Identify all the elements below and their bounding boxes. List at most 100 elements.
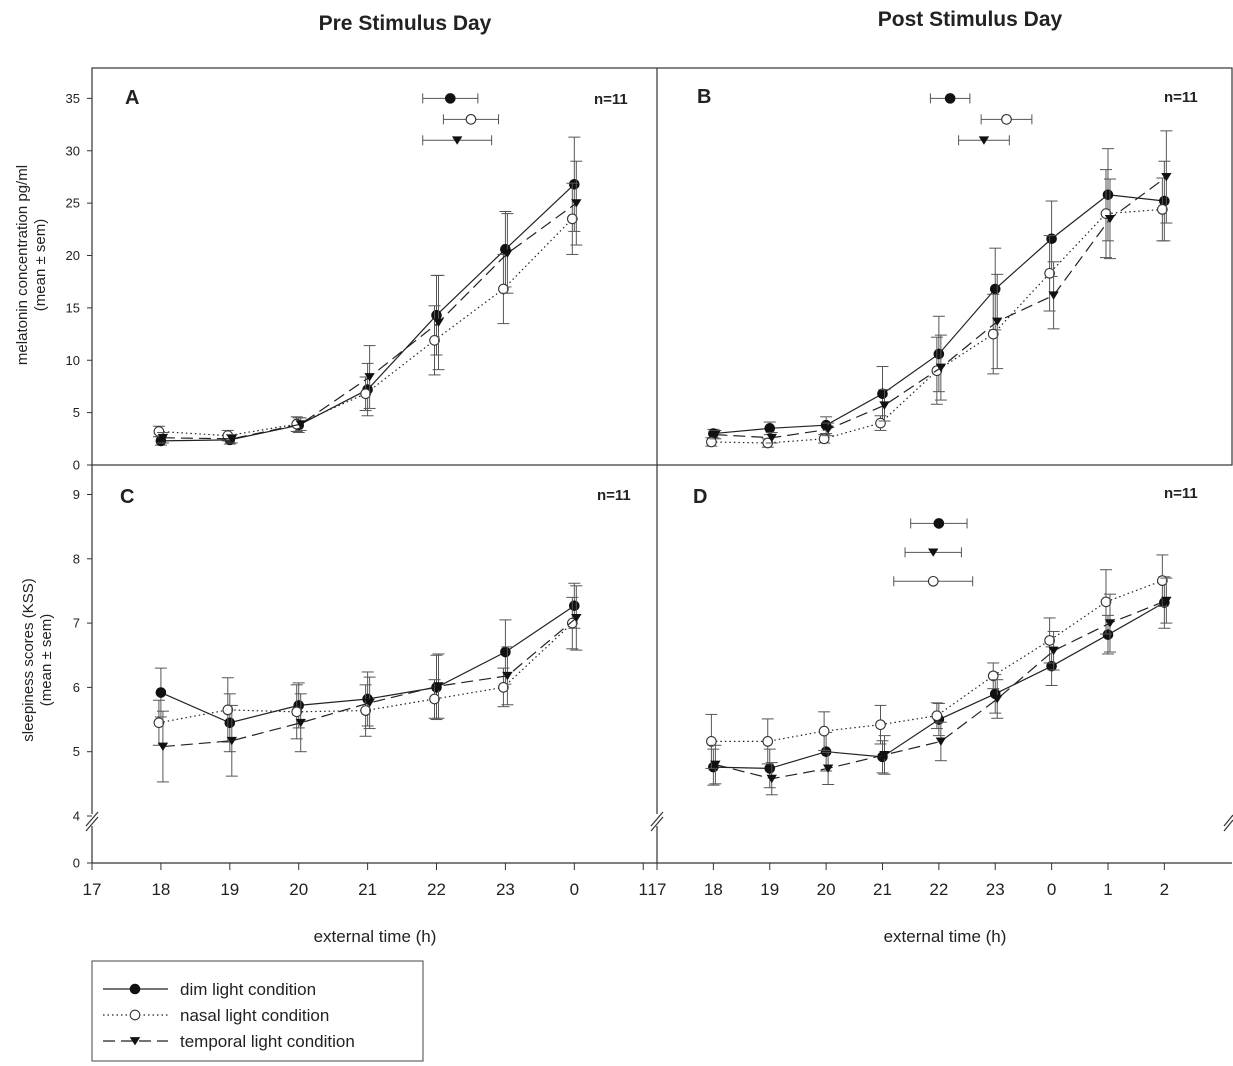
x-axis-label-pre: external time (h) bbox=[314, 927, 437, 946]
y-bottom-tick-label: 8 bbox=[73, 551, 80, 566]
panel-b-temporal-point bbox=[1048, 291, 1059, 300]
panel-b-temporal-point bbox=[710, 430, 721, 440]
panel-b-nasal-series-line bbox=[711, 208, 1163, 444]
y-bottom-tick-label: 4 bbox=[73, 809, 80, 824]
panel-d-temporal-onset-marker bbox=[928, 548, 939, 557]
panel-a-dim-onset-marker bbox=[444, 93, 456, 104]
panel-b-temporal-point bbox=[935, 363, 947, 373]
y-top-tick-label: 30 bbox=[66, 143, 80, 158]
panel-c-nasal-point bbox=[429, 693, 440, 705]
legend: dim light condition nasal light conditio… bbox=[91, 960, 424, 1062]
x-post-tick-label: 18 bbox=[704, 880, 723, 899]
x-pre-tick-label: 21 bbox=[358, 880, 377, 899]
panel-d-temporal-point bbox=[766, 774, 777, 784]
panel-a-temporal-point bbox=[295, 420, 306, 429]
panel-a-temporal-point bbox=[502, 249, 513, 258]
x-post-tick-label: 23 bbox=[986, 880, 1005, 899]
panel-b-temporal-point bbox=[822, 425, 834, 434]
y-axis-label-bottom-line2: (mean ± sem) bbox=[38, 614, 55, 706]
panel-d-dim-point bbox=[820, 746, 832, 758]
panel-b-temporal-point bbox=[879, 401, 890, 410]
x-post-tick-label: 21 bbox=[873, 880, 892, 899]
legend-nasal-marker-sample bbox=[129, 1009, 141, 1021]
axis-break-middle bbox=[650, 811, 664, 832]
panel-d-temporal-point bbox=[879, 751, 890, 760]
x-post-tick-label: 22 bbox=[929, 880, 948, 899]
panel-d-nasal-point bbox=[1157, 575, 1168, 587]
panel-b-nasal-onset-marker bbox=[1001, 113, 1012, 125]
x-pre-tick-label: 22 bbox=[427, 880, 446, 899]
panel-a-n-label: n=11 bbox=[594, 91, 628, 108]
y-bottom-tick-label: 0 bbox=[73, 856, 80, 871]
panel-c-dim-point bbox=[500, 646, 511, 658]
panel-c-dim-point bbox=[155, 687, 167, 698]
panel-d-temporal-point bbox=[935, 737, 947, 746]
panel-b-nasal-point bbox=[987, 328, 999, 340]
y-top-tick-label: 10 bbox=[66, 353, 80, 368]
panel-b-n-label: n=11 bbox=[1164, 89, 1198, 106]
panel-b-nasal-point bbox=[818, 433, 830, 445]
panel-letter-c: C bbox=[120, 486, 134, 508]
panel-b-temporal-point bbox=[766, 433, 777, 443]
panel-d-n-label: n=11 bbox=[1164, 485, 1198, 502]
legend-samples bbox=[103, 983, 168, 1046]
axis-break-right bbox=[1223, 814, 1233, 832]
panel-d-temporal-point bbox=[992, 695, 1003, 704]
panel-c-temporal-point bbox=[433, 682, 444, 691]
panel-a-temporal-point bbox=[571, 199, 582, 208]
panel-letter-d: D bbox=[693, 486, 707, 508]
axis-break-left bbox=[85, 811, 99, 832]
panel-b-dim-point bbox=[933, 348, 945, 360]
panel-c-nasal-point bbox=[291, 706, 303, 718]
panel-a-nasal-point bbox=[360, 388, 371, 400]
x-post-tick-label: 1 bbox=[1103, 880, 1112, 899]
panel-a-nasal-point bbox=[429, 334, 440, 346]
panel-c-n-label: n=11 bbox=[597, 487, 631, 504]
panel-frame-top bbox=[91, 67, 1233, 466]
panel-c-temporal-point bbox=[226, 736, 238, 746]
panel-b-dim-series-line bbox=[713, 194, 1165, 435]
x-post-tick-label: 0 bbox=[1047, 880, 1056, 899]
x-pre-tick-label: 23 bbox=[496, 880, 515, 899]
panel-letter-a: A bbox=[125, 87, 139, 109]
panel-c-temporal-point bbox=[295, 718, 306, 728]
panel-b-nasal-point bbox=[1044, 267, 1055, 279]
panel-c-dim-point bbox=[569, 600, 580, 612]
axis-ticks: 17 18 19 20 21 22 23 0 1 17 18 19 20 21 22 23 0 1 20510152… bbox=[66, 91, 1170, 899]
panel-c-nasal-point bbox=[222, 704, 234, 716]
panel-d-nasal-point bbox=[818, 725, 830, 737]
x-axis-label-post: external time (h) bbox=[884, 927, 1007, 946]
y-bottom-tick-label: 5 bbox=[73, 744, 80, 759]
panel-d-dim-point bbox=[764, 763, 776, 774]
y-axis-label-top-line2: (mean ± sem) bbox=[32, 219, 49, 311]
panel-b-nasal-point bbox=[706, 436, 717, 448]
y-top-tick-label: 0 bbox=[73, 458, 80, 473]
panel-c-nasal-point bbox=[360, 705, 371, 716]
y-top-tick-label: 20 bbox=[66, 248, 80, 263]
y-top-tick-label: 35 bbox=[66, 91, 80, 106]
panel-a-temporal-point bbox=[433, 318, 444, 327]
x-pre-tick-label: 18 bbox=[151, 880, 170, 899]
x-pre-tick-label: 0 bbox=[570, 880, 579, 899]
y-axis-label-top-line1: melatonin concentration pg/ml bbox=[14, 165, 31, 365]
y-top-tick-label: 5 bbox=[73, 405, 80, 420]
x-pre-tick-label: 19 bbox=[220, 880, 239, 899]
x-post-tick-label: 2 bbox=[1160, 880, 1169, 899]
panel-d-nasal-point bbox=[931, 710, 943, 722]
panel-a-nasal-onset-marker bbox=[465, 113, 477, 125]
y-bottom-tick-label: 7 bbox=[73, 616, 80, 631]
panel-c-temporal-point bbox=[502, 671, 513, 681]
panel-d-nasal-point bbox=[706, 736, 717, 747]
panel-b-dim-point bbox=[1102, 189, 1114, 201]
y-top-tick-label: 25 bbox=[66, 196, 80, 211]
panel-a-nasal-point bbox=[498, 283, 509, 295]
panel-b-temporal-point bbox=[992, 317, 1003, 326]
y-top-tick-label: 15 bbox=[66, 300, 80, 315]
legend-label-dim: dim light condition bbox=[180, 980, 316, 999]
panel-c-nasal-point bbox=[153, 717, 165, 729]
legend-label-temporal: temporal light condition bbox=[180, 1032, 355, 1051]
panel-d-nasal-point bbox=[1044, 635, 1055, 646]
panel-d-dim-onset-marker bbox=[933, 518, 945, 529]
x-post-tick-label: 19 bbox=[760, 880, 779, 899]
